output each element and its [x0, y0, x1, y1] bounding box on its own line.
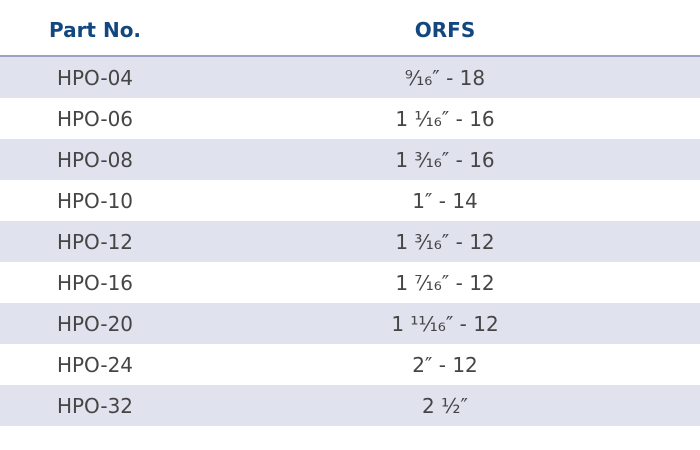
cell-orfs: ⁹⁄₁₆″ - 18: [404, 66, 486, 90]
table-row: HPO-12 1 ³⁄₁₆″ - 12: [0, 221, 700, 262]
cell-part-no: HPO-32: [56, 394, 134, 418]
cell-orfs: 1 ³⁄₁₆″ - 12: [395, 230, 495, 254]
header-orfs: ORFS: [414, 18, 476, 42]
table-body: HPO-04 ⁹⁄₁₆″ - 18 HPO-06 1 ¹⁄₁₆″ - 16 HPO-08…: [0, 57, 700, 426]
cell-part-no: HPO-04: [56, 66, 134, 90]
part-spec-table: Part No. ORFS HPO-04 ⁹⁄₁₆″ - 18 HPO-06 1 ¹⁄…: [0, 0, 700, 426]
cell-part-no: HPO-20: [56, 312, 134, 336]
cell-orfs: 2 ½″: [422, 394, 468, 418]
cell-orfs: 2″ - 12: [412, 353, 478, 377]
cell-part-no: HPO-12: [56, 230, 134, 254]
table-row: HPO-08 1 ³⁄₁₆″ - 16: [0, 139, 700, 180]
cell-orfs: 1 ¹¹⁄₁₆″ - 12: [391, 312, 499, 336]
table-row: HPO-24 2″ - 12: [0, 344, 700, 385]
cell-part-no: HPO-08: [56, 148, 134, 172]
header-part-no: Part No.: [48, 18, 142, 42]
cell-part-no: HPO-16: [56, 271, 134, 295]
cell-orfs: 1″ - 14: [412, 189, 478, 213]
table-row: HPO-16 1 ⁷⁄₁₆″ - 12: [0, 262, 700, 303]
cell-part-no: HPO-10: [56, 189, 134, 213]
cell-part-no: HPO-06: [56, 107, 134, 131]
table-row: HPO-06 1 ¹⁄₁₆″ - 16: [0, 98, 700, 139]
cell-orfs: 1 ³⁄₁₆″ - 16: [395, 148, 495, 172]
table-header: Part No. ORFS: [0, 0, 700, 57]
table-row: HPO-04 ⁹⁄₁₆″ - 18: [0, 57, 700, 98]
cell-orfs: 1 ¹⁄₁₆″ - 16: [395, 107, 495, 131]
cell-part-no: HPO-24: [56, 353, 134, 377]
table-row: HPO-10 1″ - 14: [0, 180, 700, 221]
table-row: HPO-32 2 ½″: [0, 385, 700, 426]
cell-orfs: 1 ⁷⁄₁₆″ - 12: [395, 271, 495, 295]
table-row: HPO-20 1 ¹¹⁄₁₆″ - 12: [0, 303, 700, 344]
